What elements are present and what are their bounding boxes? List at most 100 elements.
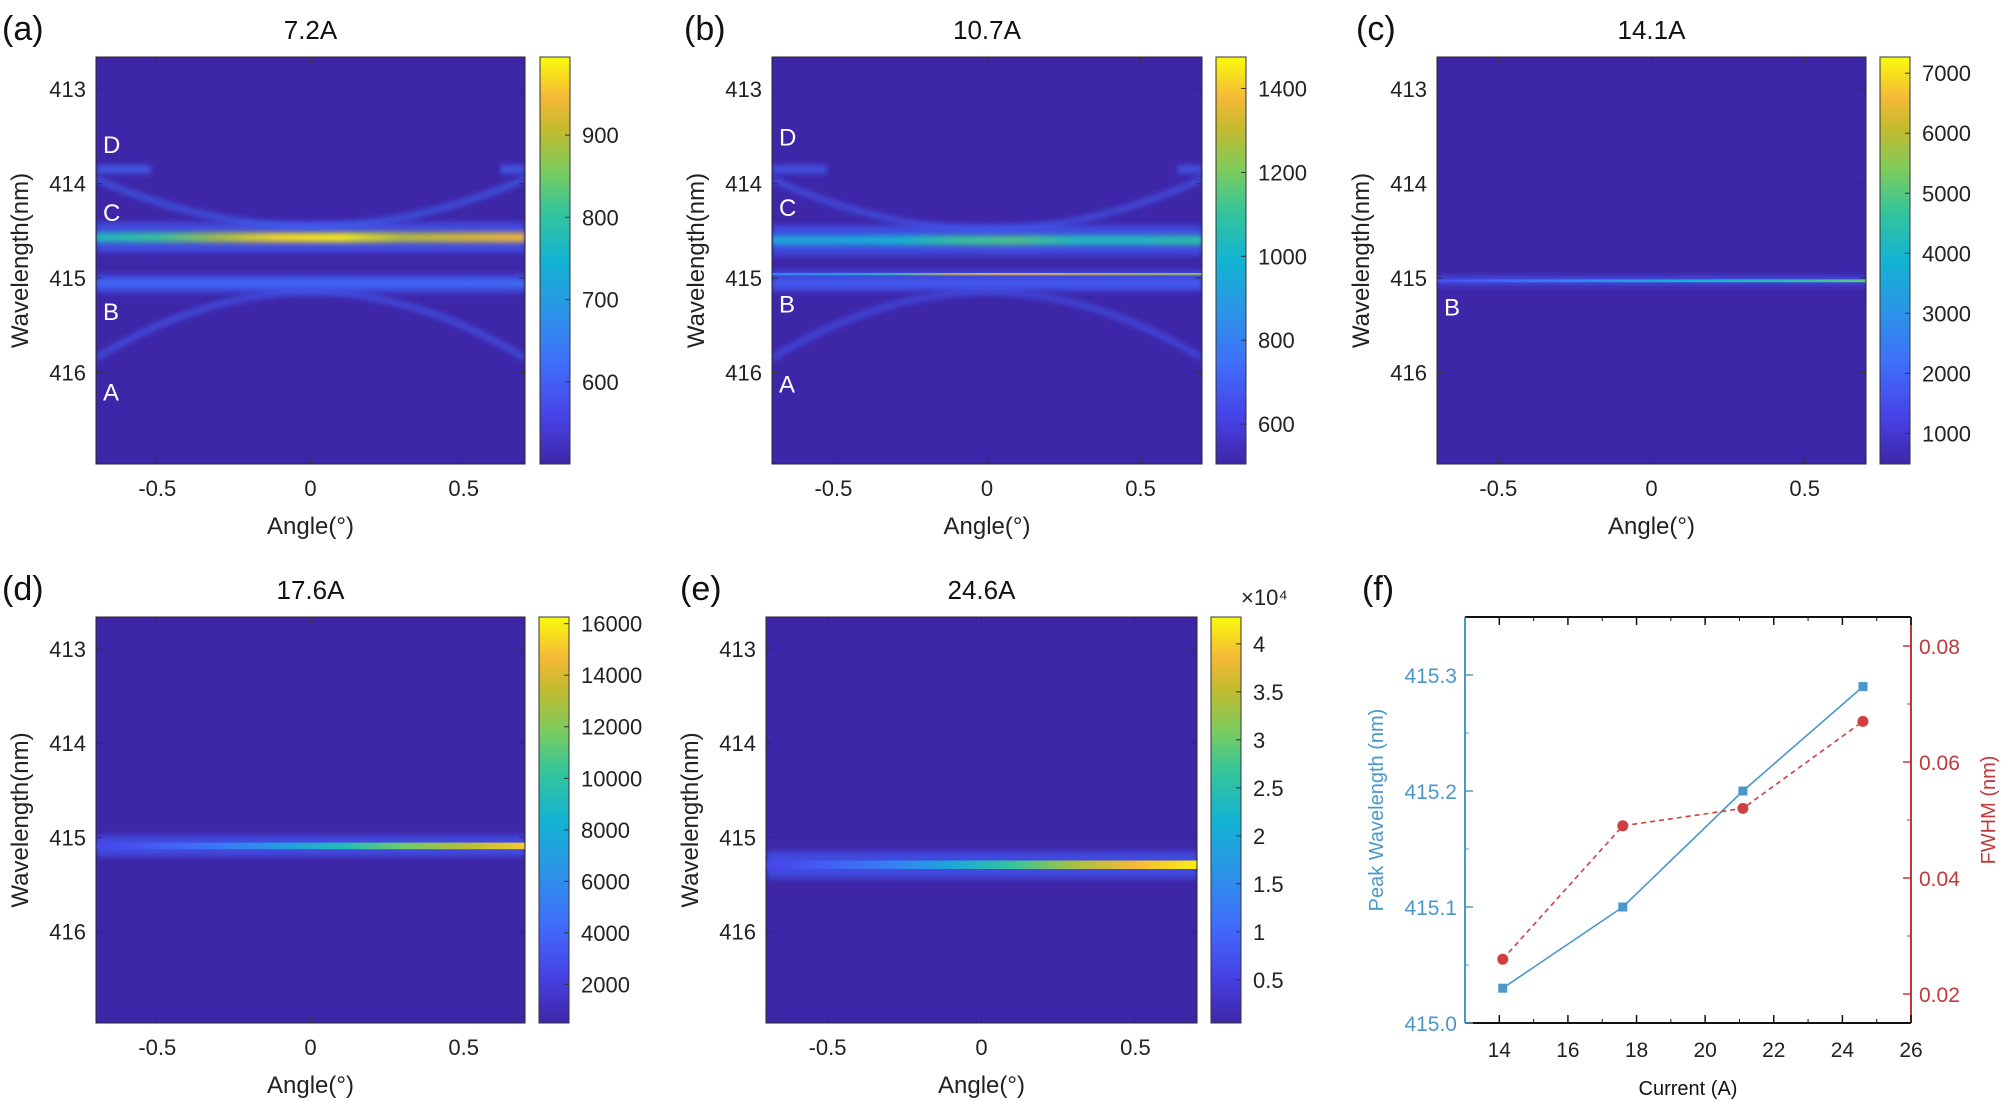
heatmap-layer <box>96 165 525 361</box>
x-tick-label: 0 <box>304 476 316 501</box>
colorbar-tick-label: 4000 <box>581 921 630 946</box>
heatmap-background <box>772 57 1202 464</box>
x-tick-label: 22 <box>1762 1039 1785 1062</box>
colorbar-tick-label: 6000 <box>1922 121 1971 146</box>
mode-stub <box>96 165 151 174</box>
panel-a: (a) 7.2A D C B A -0.5 0 0.5 413 414 415 416 Angle(°) W… <box>2 10 619 540</box>
heatmap-layer <box>96 835 525 857</box>
y-tick-label: 416 <box>49 920 86 945</box>
right-y-tick-label: 0.06 <box>1919 752 1960 775</box>
colorbar-tick-label: 3.5 <box>1253 680 1284 705</box>
series-line-peak-wavelength <box>1502 685 1864 989</box>
colorbar-tick-label: 0.5 <box>1253 968 1284 993</box>
x-tick-label: 14 <box>1488 1039 1512 1062</box>
x-axis-label: Angle(°) <box>944 513 1031 540</box>
y-tick-label: 413 <box>49 637 86 662</box>
x-tick-label: -0.5 <box>809 1035 847 1060</box>
colorbar <box>538 616 570 1024</box>
panel-c: (c) 14.1A B -0.5 0 0.5 413 414 415 416 Angle(°) Wav… <box>1348 10 1971 540</box>
dispersion-curve <box>96 176 525 230</box>
colorbar-tick-label: 14000 <box>581 663 642 688</box>
colorbar-tick-label: 700 <box>582 288 619 313</box>
x-tick-label: 0.5 <box>448 1035 479 1060</box>
panel-label: (b) <box>684 10 726 48</box>
x-tick-label: 0 <box>304 1035 316 1060</box>
data-point-square <box>1738 786 1748 796</box>
left-y-tick-label: 415.3 <box>1404 665 1457 688</box>
right-y-tick-label: 0.04 <box>1919 868 1960 891</box>
y-tick-label: 416 <box>49 360 86 385</box>
data-point-circle <box>1857 715 1869 727</box>
mode-band <box>772 281 1202 286</box>
mode-stub <box>500 165 525 174</box>
colorbar-tick-label: 6000 <box>581 869 630 894</box>
heatmap-layer <box>1437 276 1866 286</box>
heatmap-background <box>96 57 525 464</box>
x-tick-label: 24 <box>1831 1039 1855 1062</box>
colorbar-tick-label: 8000 <box>581 818 630 843</box>
panel-f: (f) 14 16 18 20 22 24 26 Current (A) 415.0 415.1 41… <box>1362 570 2000 1100</box>
colorbar-tick-label: 1 <box>1253 920 1265 945</box>
right-y-tick-label: 0.08 <box>1919 636 1960 659</box>
colorbar-tick-label: 2.5 <box>1253 776 1284 801</box>
colorbar-tick-label: 1200 <box>1258 160 1307 185</box>
panel-label: (e) <box>680 570 722 608</box>
lasing-line <box>772 273 1202 276</box>
colorbar-tick-label: 4 <box>1253 632 1265 657</box>
dispersion-curve <box>772 176 1202 232</box>
colorbar-tick-label: 1000 <box>1258 244 1307 269</box>
x-tick-label: 0 <box>1645 476 1657 501</box>
x-tick-label: 26 <box>1899 1039 1922 1062</box>
colorbar-tick-label: 16000 <box>581 612 642 637</box>
colorbar-tick-label: 600 <box>582 370 619 395</box>
left-y-tick-label: 415.1 <box>1404 897 1457 920</box>
lasing-line <box>766 860 1197 869</box>
colorbar <box>1879 56 1911 465</box>
x-tick-label: 18 <box>1625 1039 1648 1062</box>
y-tick-label: 413 <box>719 637 756 662</box>
data-point-circle <box>1617 820 1629 832</box>
y-tick-label: 414 <box>1390 172 1427 197</box>
data-point-square <box>1858 682 1868 692</box>
data-point-circle <box>1497 953 1509 965</box>
panel-label: (a) <box>2 10 44 48</box>
colorbar-tick-label: 3000 <box>1922 301 1971 326</box>
mode-label: C <box>103 200 120 227</box>
colorbar-tick-label: 2000 <box>581 972 630 997</box>
right-y-tick-label: 0.02 <box>1919 984 1960 1007</box>
y-tick-label: 415 <box>725 266 762 291</box>
panel-title: 10.7A <box>953 15 1022 45</box>
colorbar-tick-label: 5000 <box>1922 181 1971 206</box>
left-y-tick-label: 415.2 <box>1404 781 1457 804</box>
x-tick-label: 16 <box>1556 1039 1579 1062</box>
y-axis-label: Wavelength(nm) <box>7 732 34 907</box>
heatmap-layer <box>772 165 1202 361</box>
y-axis-label: Wavelength(nm) <box>1348 173 1375 348</box>
x-tick-label: 20 <box>1693 1039 1716 1062</box>
panel-title: 24.6A <box>948 575 1017 605</box>
x-tick-label: 0 <box>975 1035 987 1060</box>
mode-band <box>96 232 525 243</box>
panel-title: 7.2A <box>284 15 338 45</box>
panel-b: (b) 10.7A D C B A -0.5 0 0.5 413 414 415 416 Angle(°)… <box>683 10 1307 540</box>
x-axis-label: Angle(°) <box>938 1072 1025 1099</box>
colorbar-tick-label: 3 <box>1253 728 1265 753</box>
mode-stub <box>1177 165 1202 174</box>
x-tick-label: -0.5 <box>814 476 852 501</box>
x-tick-label: -0.5 <box>138 1035 176 1060</box>
mode-label: B <box>1444 294 1460 321</box>
x-tick-label: -0.5 <box>1479 476 1517 501</box>
panel-d: (d) 17.6A -0.5 0 0.5 413 414 415 416 Angle(°) Wave… <box>2 570 642 1099</box>
panel-label: (d) <box>2 570 44 608</box>
colorbar <box>1210 616 1242 1024</box>
colorbar-tick-label: 900 <box>582 123 619 148</box>
colorbar-tick-label: 2000 <box>1922 361 1971 386</box>
x-axis-label: Current (A) <box>1639 1078 1738 1100</box>
colorbar-tick-label: 10000 <box>581 766 642 791</box>
panel-title: 14.1A <box>1618 15 1687 45</box>
panel-label: (f) <box>1362 570 1394 608</box>
y-axis-label: Wavelength(nm) <box>683 173 710 348</box>
dispersion-curve <box>96 289 525 361</box>
mode-label: A <box>103 379 119 406</box>
mode-band <box>96 280 525 287</box>
